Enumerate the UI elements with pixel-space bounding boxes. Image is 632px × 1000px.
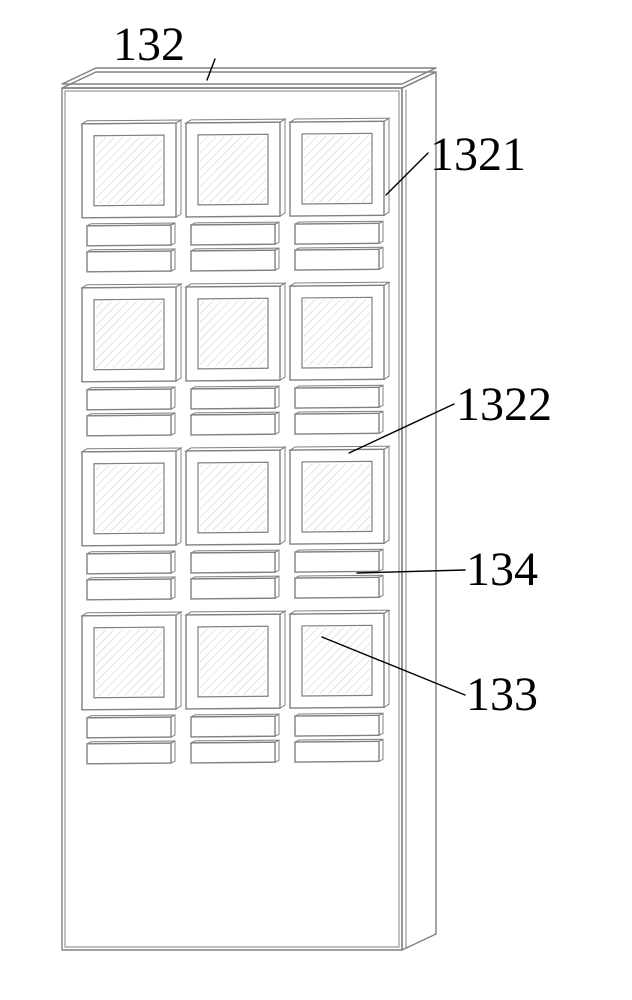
bar xyxy=(295,221,383,244)
bar xyxy=(295,247,383,270)
tile xyxy=(290,610,389,708)
bar xyxy=(87,413,175,436)
bar xyxy=(191,576,279,599)
label-text: 1322 xyxy=(456,378,552,431)
tile-inner-fill xyxy=(96,301,162,368)
tile xyxy=(186,447,285,545)
bar xyxy=(87,715,175,738)
bar xyxy=(295,549,383,572)
tile xyxy=(186,119,285,217)
label-back_panel: 132 xyxy=(113,18,215,80)
bar xyxy=(87,741,175,764)
tile xyxy=(290,446,389,544)
bar xyxy=(295,713,383,736)
tile xyxy=(82,612,181,710)
tile-inner-fill xyxy=(200,300,266,367)
label-text: 1321 xyxy=(430,128,526,181)
bar xyxy=(295,575,383,598)
bar xyxy=(87,249,175,272)
bar xyxy=(191,550,279,573)
tile xyxy=(82,120,181,218)
bar xyxy=(191,222,279,245)
tile-inner-fill xyxy=(304,463,370,530)
tile xyxy=(82,284,181,382)
bar xyxy=(191,412,279,435)
label-gap: 134 xyxy=(357,543,538,596)
tile-inner-fill xyxy=(200,628,266,695)
tile xyxy=(290,118,389,216)
tile-inner-fill xyxy=(96,137,162,204)
bar xyxy=(87,577,175,600)
bar xyxy=(191,740,279,763)
bar xyxy=(87,387,175,410)
tile-inner-fill xyxy=(304,135,370,202)
label-text: 134 xyxy=(466,543,538,596)
tile-inner-fill xyxy=(304,627,370,694)
tile-inner-fill xyxy=(96,465,162,532)
label-text: 133 xyxy=(466,668,538,721)
tile xyxy=(186,611,285,709)
bar xyxy=(295,385,383,408)
bar xyxy=(87,551,175,574)
label-front_panel: 1321 xyxy=(386,128,526,195)
tile-inner-fill xyxy=(200,464,266,531)
bar xyxy=(191,714,279,737)
bar xyxy=(191,386,279,409)
bar xyxy=(191,248,279,271)
tile-inner-fill xyxy=(200,136,266,203)
bar xyxy=(87,223,175,246)
bar xyxy=(295,411,383,434)
front-face-content xyxy=(82,118,389,764)
label-text: 132 xyxy=(113,18,185,71)
tile-inner-fill xyxy=(304,299,370,366)
tile-inner-fill xyxy=(96,629,162,696)
bar xyxy=(295,739,383,762)
tile xyxy=(186,283,285,381)
tile xyxy=(290,282,389,380)
tile xyxy=(82,448,181,546)
